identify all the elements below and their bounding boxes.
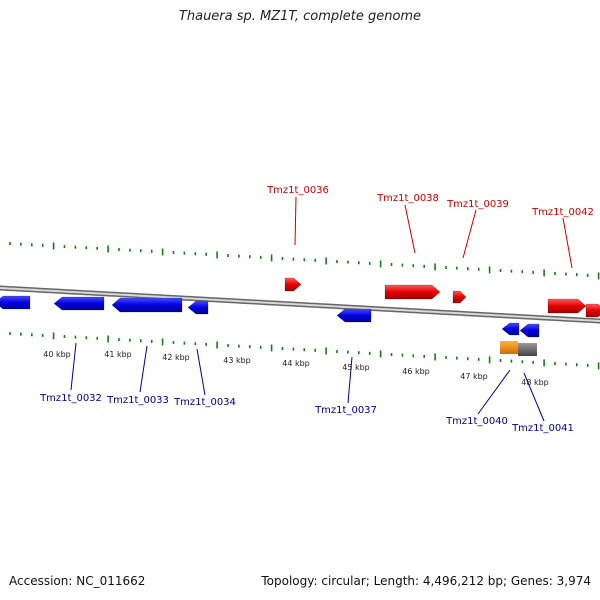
reverse-gene-label: Tmz1t_0041 bbox=[511, 423, 574, 434]
reverse-gene-arrow bbox=[0, 295, 31, 310]
map-title: Thauera sp. MZ1T, complete genome bbox=[178, 9, 422, 24]
reverse-gene-label: Tmz1t_0032 bbox=[39, 393, 102, 404]
reverse-gene-arrow bbox=[111, 297, 183, 313]
forward-gene-label: Tmz1t_0042 bbox=[531, 207, 594, 218]
scale-label: 44 kbp bbox=[282, 359, 310, 368]
leader-line bbox=[294, 196, 297, 246]
leader-line bbox=[196, 348, 206, 396]
backbone-highlight bbox=[0, 286, 600, 323]
orange-feature-block bbox=[500, 341, 518, 354]
reverse-gene-label: Tmz1t_0040 bbox=[445, 416, 508, 427]
forward-gene-label: Tmz1t_0039 bbox=[446, 199, 509, 210]
forward-gene-label: Tmz1t_0036 bbox=[266, 185, 329, 196]
scale-label: 48 kbp bbox=[521, 378, 549, 387]
leader-line bbox=[404, 204, 416, 254]
leader-line bbox=[70, 342, 77, 391]
leader-line bbox=[523, 372, 545, 422]
forward-gene-arrow bbox=[585, 303, 600, 318]
leader-line bbox=[139, 345, 148, 393]
leader-line bbox=[462, 209, 477, 259]
scale-label: 43 kbp bbox=[223, 356, 251, 365]
forward-gene-arrow bbox=[284, 277, 302, 292]
reverse-gene-arrow bbox=[519, 323, 540, 338]
scale-label: 42 kbp bbox=[162, 353, 190, 362]
leader-line bbox=[347, 356, 353, 404]
genome-summary-text: Topology: circular; Length: 4,496,212 bp… bbox=[261, 574, 591, 588]
forward-gene-arrow bbox=[384, 284, 441, 300]
forward-gene-arrow bbox=[452, 290, 467, 304]
reverse-gene-label: Tmz1t_0033 bbox=[106, 395, 169, 406]
scale-label: 40 kbp bbox=[43, 350, 71, 359]
reverse-gene-arrow bbox=[501, 322, 520, 336]
forward-gene-arrow bbox=[547, 298, 587, 314]
scale-label: 47 kbp bbox=[460, 372, 488, 381]
scale-label: 45 kbp bbox=[342, 363, 370, 372]
forward-gene-label: Tmz1t_0038 bbox=[376, 193, 439, 204]
scale-label: 46 kbp bbox=[402, 367, 430, 376]
reverse-gene-label: Tmz1t_0037 bbox=[314, 405, 377, 416]
reverse-gene-label: Tmz1t_0034 bbox=[173, 397, 236, 408]
leader-line bbox=[562, 217, 573, 269]
reverse-gene-arrow bbox=[53, 296, 105, 311]
scale-label: 41 kbp bbox=[104, 350, 132, 359]
reverse-gene-arrow bbox=[187, 300, 209, 315]
gray-feature-block bbox=[518, 343, 537, 356]
accession-text: Accession: NC_011662 bbox=[9, 574, 146, 588]
leader-line bbox=[477, 369, 511, 415]
reverse-gene-arrow bbox=[336, 308, 372, 323]
